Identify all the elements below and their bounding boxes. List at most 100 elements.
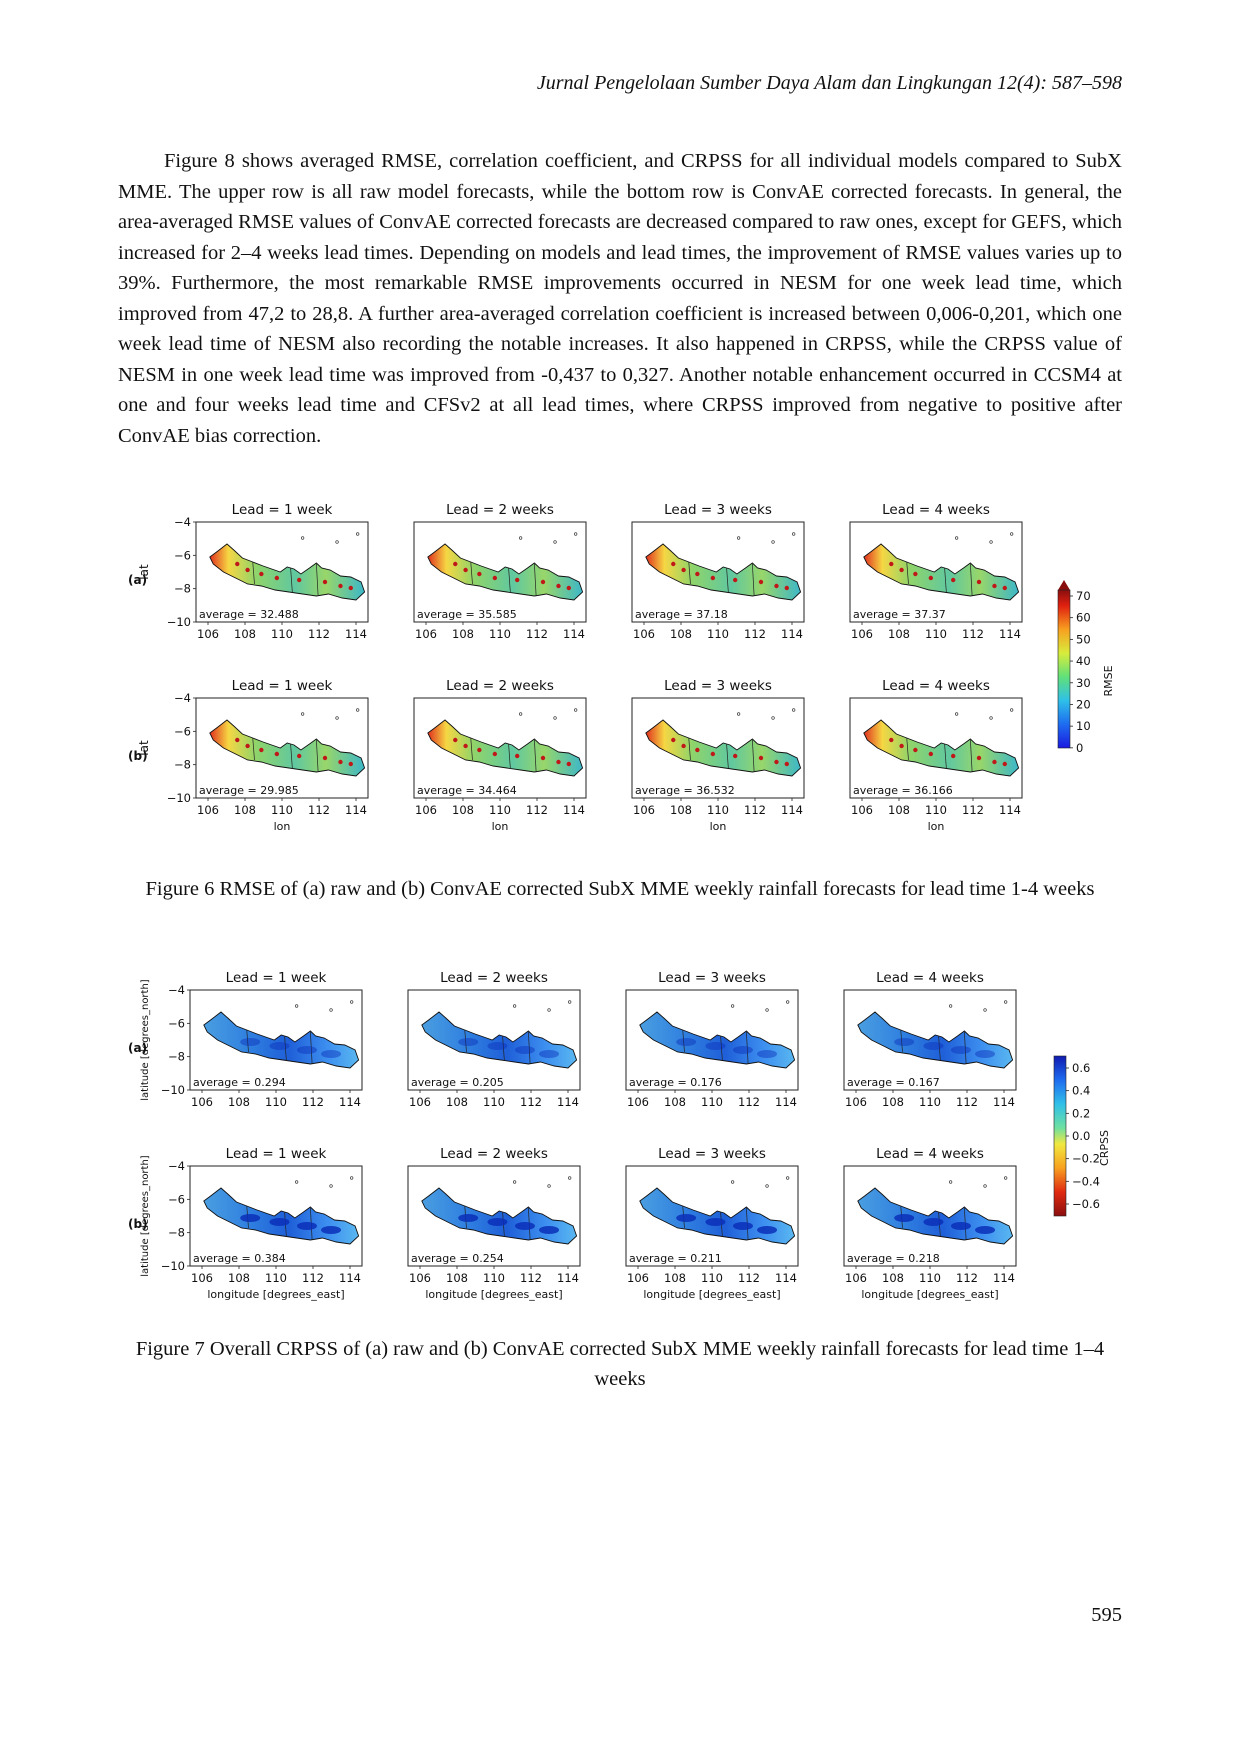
hotspot-mark [274,751,280,757]
java-island-shape [209,543,366,601]
small-island [519,536,523,540]
hotspot-mark [477,747,482,753]
skill-patch [296,1222,317,1230]
figure-6-caption: Figure 6 RMSE of (a) raw and (b) ConvAE … [145,878,1095,900]
map-panel: Lead = 4 weeks average = 0.218 106 108 110 11… [843,1146,1017,1301]
x-tick-label: 108 [670,803,692,817]
java-island-shape [857,1011,1014,1069]
x-tick-label: 106 [415,627,437,641]
small-island [731,1180,735,1184]
average-value: average = 0.384 [193,1252,286,1265]
x-tick-label: 106 [191,1095,213,1109]
x-tick-label: 112 [738,1271,760,1285]
panel-title: Lead = 2 weeks [446,678,554,694]
hotspot-mark [671,561,676,567]
small-island [335,540,339,544]
small-island [513,1180,517,1184]
x-tick-label: 108 [446,1095,468,1109]
small-island [771,716,775,720]
skill-patch [950,1222,971,1230]
colorbar-tick-label: 20 [1076,697,1091,711]
province-border [746,1031,749,1065]
x-axis-label: longitude [degrees_east] [643,1288,780,1301]
hotspot-mark [695,571,700,577]
map-panel: Lead = 1 week average = 0.384 106 108 110 112… [161,1146,363,1301]
x-tick-label: 106 [409,1095,431,1109]
hotspot-mark [453,561,458,567]
skill-patch [975,1050,996,1058]
hotspot-mark [710,575,716,581]
x-tick-label: 110 [265,1095,287,1109]
small-island [955,712,959,716]
x-tick-label: 106 [197,803,219,817]
y-tick-label: −4 [174,515,191,529]
colorbar-tick-label: 0.4 [1072,1084,1090,1098]
skill-patch [950,1046,971,1054]
small-island [574,708,578,712]
hotspot-mark [463,567,468,573]
map-panel: Lead = 2 weeks average = 35.585 106 108 110 1… [413,502,587,641]
hotspot-mark [245,743,250,749]
x-tick-label: 114 [999,627,1021,641]
province-border [752,563,755,597]
java-island-shape [203,1011,360,1069]
small-island [771,540,775,544]
x-tick-label: 112 [956,1095,978,1109]
average-value: average = 32.488 [199,608,299,621]
y-tick-label: −8 [168,1050,185,1064]
x-tick-label: 114 [775,1095,797,1109]
colorbar-tick-label: −0.6 [1072,1197,1100,1211]
x-tick-label: 112 [956,1271,978,1285]
colorbar-label: CRPSS [1098,1130,1111,1166]
hotspot-mark [463,743,468,749]
skill-patch [705,1042,726,1050]
small-island [983,1184,987,1188]
row-label: (a) [128,573,147,587]
colorbar-gradient [1057,589,1071,749]
panel-title: Lead = 2 weeks [446,502,554,518]
x-tick-label: 106 [197,627,219,641]
x-tick-label: 110 [489,803,511,817]
x-tick-label: 112 [962,627,984,641]
province-border [720,1035,723,1061]
x-tick-label: 108 [452,803,474,817]
province-border [508,567,511,593]
hotspot-mark [671,737,676,743]
x-axis-label: longitude [degrees_east] [861,1288,998,1301]
hotspot-mark [758,755,764,761]
hotspot-mark [733,577,738,583]
java-island-shape [639,1011,796,1069]
province-border [534,739,537,773]
y-tick-label: −10 [161,1083,185,1097]
province-border [938,1035,941,1061]
average-value: average = 34.464 [417,784,517,797]
province-border [688,561,691,585]
colorbar-tick-label: 0.2 [1072,1106,1090,1120]
x-tick-label: 108 [234,627,256,641]
hotspot-mark [951,753,956,759]
small-island [301,712,305,716]
province-border [534,563,537,597]
average-value: average = 0.205 [411,1076,504,1089]
skill-patch [269,1218,290,1226]
hotspot-mark [951,577,956,583]
x-tick-label: 108 [446,1271,468,1285]
skill-patch [539,1050,560,1058]
x-tick-label: 110 [701,1095,723,1109]
x-tick-label: 114 [563,803,585,817]
colorbar-tick-label: 60 [1076,611,1091,625]
province-border [284,1035,287,1061]
panel-title: Lead = 2 weeks [440,1146,548,1162]
map-panel: Lead = 3 weeks average = 0.176 106 108 110 11… [625,970,799,1109]
y-tick-label: −8 [174,758,191,772]
x-axis-label: lon [710,820,727,833]
small-island [329,1008,333,1012]
row-label: (a) [128,1041,147,1055]
hotspot-mark [774,583,779,589]
y-tick-label: −6 [174,724,191,738]
hotspot-mark [348,761,353,767]
skill-patch [514,1222,535,1230]
panel-title: Lead = 3 weeks [664,678,772,694]
x-tick-label: 108 [228,1271,250,1285]
x-tick-label: 114 [345,803,367,817]
